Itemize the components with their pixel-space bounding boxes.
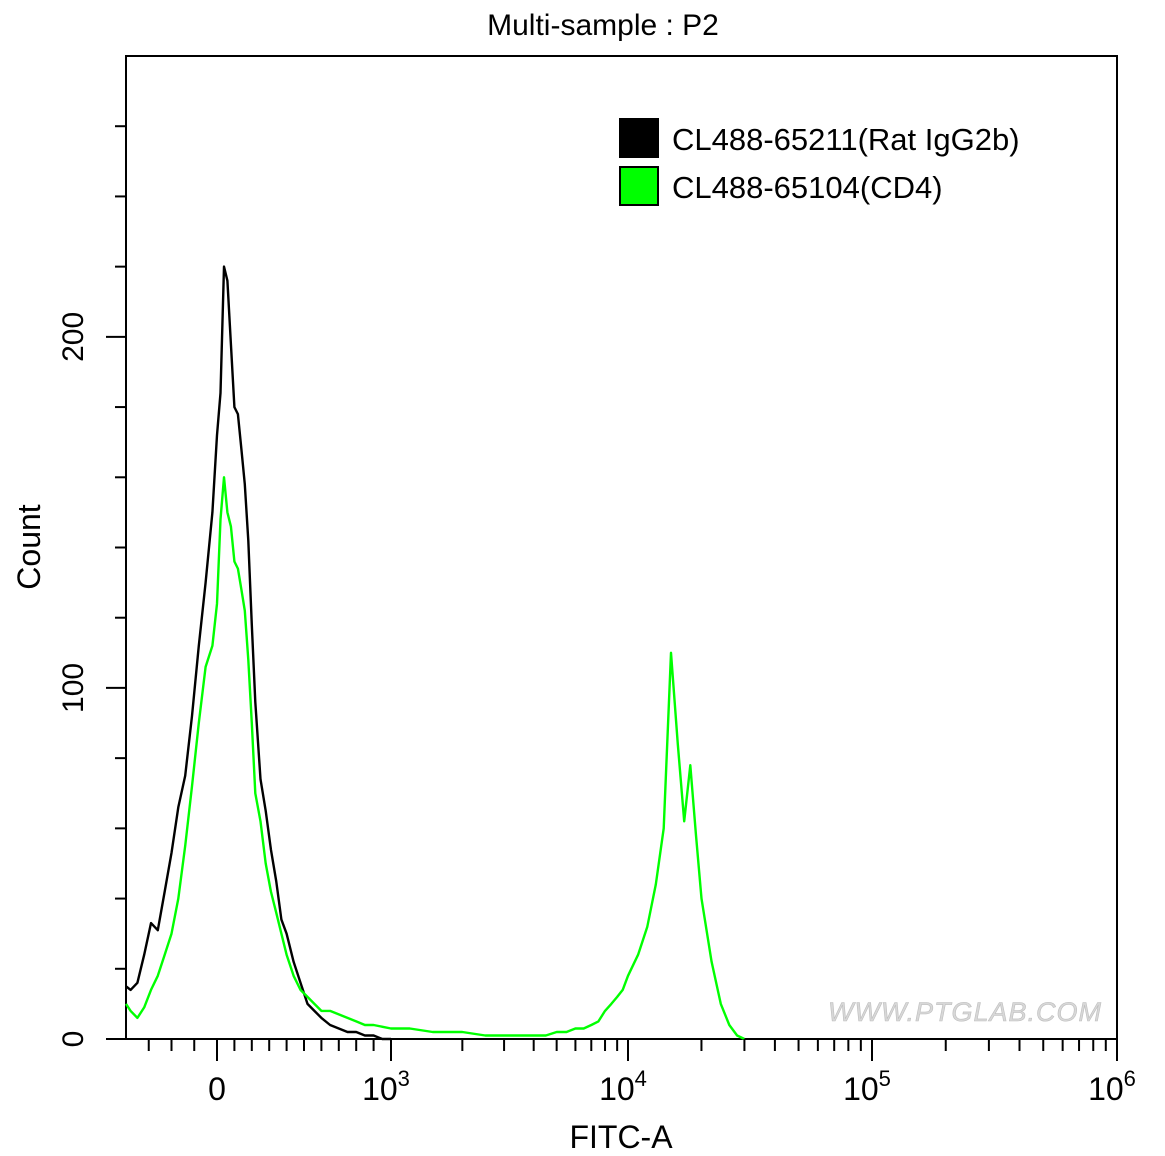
legend-swatch-1 — [619, 118, 659, 158]
x-axis-label: FITC-A — [569, 1119, 673, 1155]
x-axis: 0 103 104 105 106 — [147, 1039, 1136, 1107]
legend: CL488-65211(Rat IgG2b) CL488-65104(CD4) — [619, 118, 1020, 206]
legend-label-1: CL488-65211(Rat IgG2b) — [672, 122, 1020, 157]
chart-title: Multi-sample : P2 — [487, 9, 719, 42]
y-tick-label: 200 — [57, 312, 90, 362]
series-line-2 — [124, 476, 745, 1041]
legend-label-2: CL488-65104(CD4) — [672, 170, 943, 205]
x-tick-label: 103 — [362, 1066, 410, 1107]
y-tick-label: 100 — [57, 663, 90, 713]
legend-swatch-2 — [619, 166, 659, 206]
x-tick-label: 105 — [843, 1066, 891, 1107]
y-axis: 0 100 200 — [57, 125, 126, 1048]
x-tick-label: 106 — [1088, 1066, 1136, 1107]
series-layer — [124, 265, 745, 1041]
y-axis-label: Count — [11, 504, 47, 590]
x-tick-label: 0 — [208, 1071, 226, 1107]
x-tick-label: 104 — [599, 1066, 647, 1107]
watermark: WWW.PTGLAB.COM — [828, 997, 1102, 1027]
y-tick-label: 0 — [57, 1031, 90, 1048]
series-line-1 — [125, 265, 391, 1041]
